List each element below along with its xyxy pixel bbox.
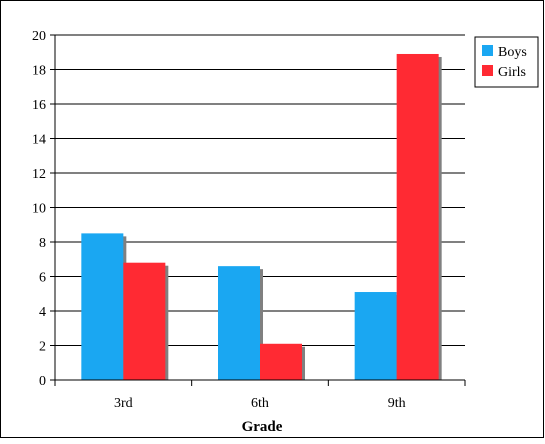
x-tick-label: 9th (388, 396, 406, 411)
legend-swatch-boys (482, 45, 493, 56)
bar-girls-9th (396, 53, 439, 380)
bar-boys-9th (354, 292, 397, 380)
bar-girls-3rd (123, 262, 166, 380)
axes (50, 34, 466, 386)
y-tick-label: 4 (39, 305, 46, 320)
y-tick-label: 8 (39, 236, 46, 251)
y-tick-label: 12 (32, 167, 46, 182)
legend-label-boys: Boys (498, 45, 527, 60)
y-tick-label: 20 (32, 29, 46, 44)
y-tick-label: 14 (32, 133, 46, 148)
y-tick-label: 10 (32, 202, 46, 217)
legend-swatch-girls (482, 65, 493, 76)
bar-boys-6th (218, 266, 260, 380)
legend-label-girls: Girls (498, 65, 526, 80)
x-axis-title: Grade (242, 419, 283, 435)
y-tick-label: 18 (32, 64, 46, 79)
legend: Boys Girls (474, 36, 539, 88)
y-tick-label: 0 (39, 374, 46, 389)
y-tick-label: 2 (39, 340, 46, 355)
bar-boys-3rd (81, 233, 124, 380)
x-tick-label: 3rd (114, 396, 133, 411)
y-tick-label: 16 (32, 98, 46, 113)
tick-labels: 0 2 4 6 8 10 12 14 16 18 20 3rd 6th 9th (32, 29, 406, 411)
bars (81, 53, 439, 380)
bar-girls-6th (260, 343, 302, 380)
x-tick-label: 6th (251, 396, 269, 411)
y-tick-label: 6 (39, 271, 46, 286)
